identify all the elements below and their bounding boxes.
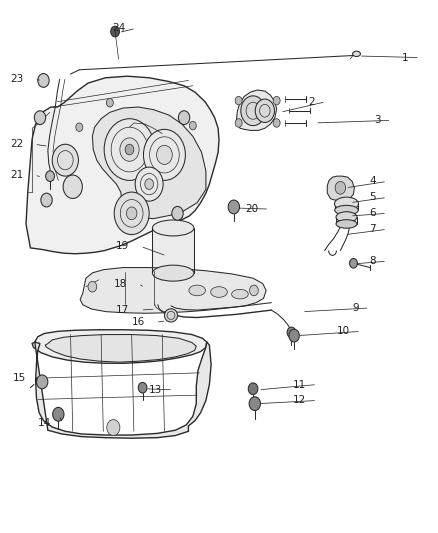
Circle shape [63,175,82,198]
Ellipse shape [189,285,205,296]
Text: 8: 8 [370,256,376,266]
Circle shape [249,397,261,410]
Text: 13: 13 [149,385,162,395]
Circle shape [34,111,46,125]
Text: 5: 5 [370,192,376,203]
Polygon shape [80,268,266,313]
Text: 7: 7 [370,224,376,235]
Text: 3: 3 [374,115,381,125]
Ellipse shape [211,287,227,297]
Ellipse shape [336,212,357,222]
Circle shape [273,119,280,127]
Text: 19: 19 [116,241,130,251]
Text: 9: 9 [352,303,359,313]
Text: 2: 2 [308,96,315,107]
Text: 14: 14 [38,418,51,429]
Circle shape [135,167,163,201]
Circle shape [46,171,54,181]
Circle shape [144,130,185,180]
Ellipse shape [335,205,358,215]
Circle shape [41,193,52,207]
Circle shape [156,146,172,165]
Circle shape [287,327,296,338]
Circle shape [76,123,83,132]
Circle shape [114,192,149,235]
Text: 20: 20 [245,204,258,214]
Text: 1: 1 [402,53,409,62]
Text: 10: 10 [337,326,350,336]
Circle shape [88,281,97,292]
Circle shape [241,96,265,126]
Ellipse shape [353,51,360,56]
Circle shape [36,375,48,389]
Circle shape [250,285,258,296]
Polygon shape [26,76,219,254]
Circle shape [350,259,357,268]
Text: 18: 18 [114,279,127,288]
Circle shape [125,144,134,155]
Ellipse shape [232,289,248,299]
Circle shape [38,74,49,87]
Circle shape [289,329,299,342]
Polygon shape [327,176,354,200]
Text: 17: 17 [116,305,130,315]
Circle shape [53,407,64,421]
Circle shape [178,111,190,125]
Polygon shape [152,228,194,273]
Text: 15: 15 [13,373,26,383]
Ellipse shape [152,265,194,281]
Text: 22: 22 [10,139,23,149]
Circle shape [106,99,113,107]
Text: 24: 24 [112,23,125,34]
Text: 16: 16 [131,317,145,327]
Polygon shape [32,330,207,364]
Circle shape [111,26,120,37]
Circle shape [255,99,275,123]
Text: 23: 23 [10,75,23,84]
Circle shape [228,200,240,214]
Text: 11: 11 [293,379,306,390]
Circle shape [52,144,78,176]
Circle shape [107,419,120,435]
Circle shape [127,207,137,220]
Polygon shape [45,335,196,362]
Text: 4: 4 [370,176,376,187]
Circle shape [172,206,183,220]
Ellipse shape [152,220,194,236]
Text: 21: 21 [10,170,23,180]
Circle shape [235,96,242,105]
Circle shape [189,122,196,130]
Circle shape [104,119,155,180]
Polygon shape [237,90,277,131]
Text: 6: 6 [370,208,376,219]
Circle shape [138,382,147,393]
Circle shape [248,383,258,394]
Polygon shape [92,107,206,219]
Ellipse shape [336,220,357,228]
Text: 12: 12 [293,395,306,406]
Circle shape [335,181,346,194]
Ellipse shape [335,197,358,211]
Circle shape [120,138,139,161]
Circle shape [145,179,153,189]
Circle shape [273,96,280,105]
Polygon shape [35,342,211,438]
Circle shape [235,119,242,127]
Ellipse shape [164,309,177,322]
